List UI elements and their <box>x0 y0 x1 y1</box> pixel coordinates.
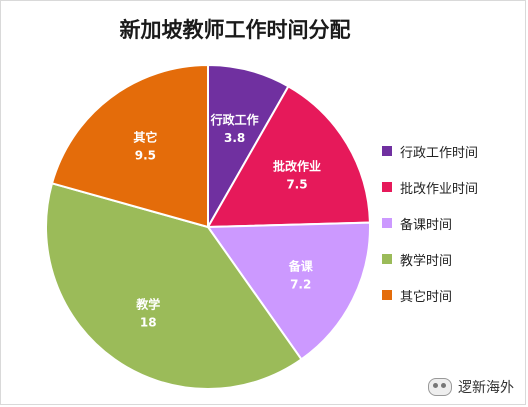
legend-item-1: 批改作业时间 <box>382 178 479 197</box>
watermark: 逻新海外 <box>428 377 514 397</box>
pie-slice-3 <box>45 182 303 390</box>
legend-swatch-2 <box>382 218 392 228</box>
legend-item-2: 备课时间 <box>382 214 478 233</box>
slice-label-0: 行政工作 <box>210 112 259 127</box>
slice-value-4: 9.5 <box>135 148 156 162</box>
wechat-icon <box>428 378 452 396</box>
slice-label-4: 其它 <box>133 129 157 144</box>
legend-label-0: 行政工作时间 <box>400 145 479 161</box>
slice-label-2: 备课 <box>288 258 314 273</box>
legend-swatch-1 <box>382 182 392 192</box>
pie-slice-4 <box>50 63 209 229</box>
legend-item-3: 教学时间 <box>382 250 478 269</box>
slice-label-1: 批改作业 <box>273 159 321 174</box>
legend-label-1: 批改作业时间 <box>400 181 479 197</box>
chart-legend: 行政工作时间 批改作业时间 备课时间教学时间其它时间 <box>382 142 478 322</box>
legend-swatch-4 <box>382 290 392 300</box>
watermark-text: 逻新海外 <box>458 380 514 396</box>
chart-title: 新加坡教师工作时间分配 <box>119 18 351 42</box>
pie-slice-2 <box>206 221 371 361</box>
legend-label-4: 其它时间 <box>400 289 453 305</box>
legend-item-4: 其它时间 <box>382 286 478 305</box>
pie-slice-1 <box>206 84 371 229</box>
legend-item-0: 行政工作时间 <box>382 142 479 161</box>
legend-swatch-0 <box>382 146 392 156</box>
legend-swatch-3 <box>382 254 392 264</box>
slice-value-3: 18 <box>140 316 157 330</box>
slice-value-2: 7.2 <box>290 277 311 291</box>
legend-label-3: 教学时间 <box>400 253 453 269</box>
slice-value-0: 3.8 <box>224 131 245 145</box>
legend-label-2: 备课时间 <box>400 217 453 233</box>
slice-value-1: 7.5 <box>286 178 307 192</box>
slice-label-3: 教学 <box>135 297 160 312</box>
